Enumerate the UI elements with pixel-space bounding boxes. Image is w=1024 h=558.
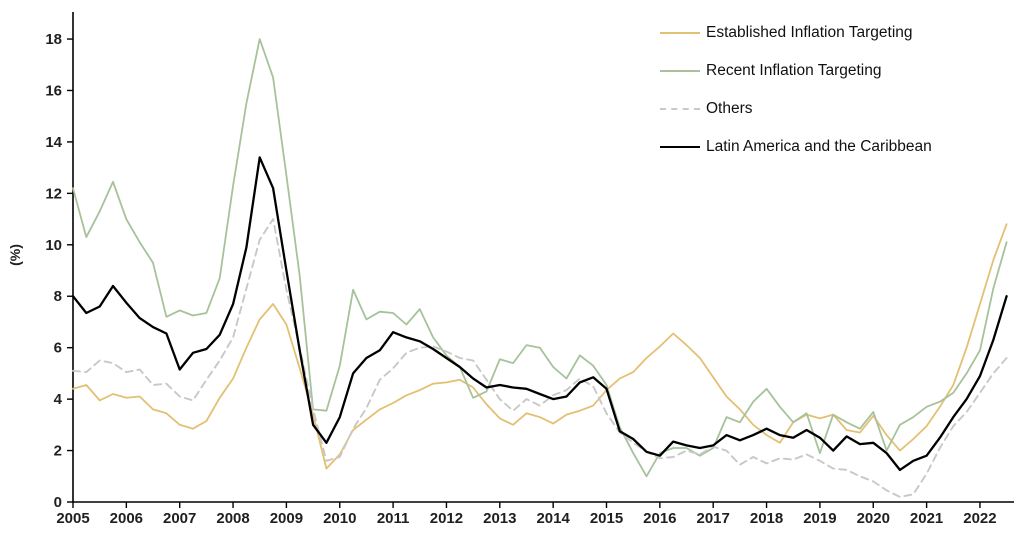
x-tick-label: 2006: [110, 510, 143, 527]
legend-item-others: Others: [660, 90, 932, 128]
x-tick-label: 2021: [910, 510, 943, 527]
x-tick-label: 2019: [803, 510, 836, 527]
legend-item-latin-america-caribbean: Latin America and the Caribbean: [660, 128, 932, 166]
series-line-established-inflation-targeting: [72, 223, 1008, 470]
x-tick-label: 2012: [430, 510, 463, 527]
y-tick-label: 8: [54, 288, 62, 305]
x-tick-label: 2013: [483, 510, 516, 527]
legend-swatch-recent-inflation-targeting: [660, 70, 700, 72]
legend-item-recent-inflation-targeting: Recent Inflation Targeting: [660, 52, 932, 90]
legend-swatch-latin-america-caribbean: [660, 146, 700, 148]
x-tick-label: 2020: [857, 510, 890, 527]
y-tick-label: 0: [54, 494, 62, 511]
x-tick-label: 2005: [56, 510, 89, 527]
series-line-latin-america-and-the-caribbean: [71, 156, 1008, 472]
legend-label-latin-america-caribbean: Latin America and the Caribbean: [706, 138, 932, 155]
series-line-others: [72, 218, 1008, 498]
x-tick-label: 2009: [270, 510, 303, 527]
legend-label-recent-inflation-targeting: Recent Inflation Targeting: [706, 62, 882, 79]
y-axis-title: (%): [7, 244, 23, 266]
series-line-recent-inflation-targeting: [72, 38, 1008, 478]
x-tick-label: 2010: [323, 510, 356, 527]
x-tick-label: 2017: [697, 510, 730, 527]
legend-item-established-inflation-targeting: Established Inflation Targeting: [660, 14, 932, 52]
x-tick-label: 2018: [750, 510, 783, 527]
x-tick-label: 2011: [377, 510, 410, 527]
y-tick-label: 14: [45, 134, 62, 151]
legend-label-others: Others: [706, 100, 753, 117]
x-tick-label: 2022: [963, 510, 996, 527]
y-tick-label: 12: [45, 185, 62, 202]
x-tick-label: 2015: [590, 510, 623, 527]
legend-swatch-others: [660, 108, 700, 110]
x-tick-label: 2014: [536, 510, 570, 527]
y-tick-label: 18: [45, 31, 62, 48]
y-tick-label: 6: [54, 340, 62, 357]
chart-legend: Established Inflation Targeting Recent I…: [660, 14, 932, 166]
x-tick-label: 2007: [163, 510, 196, 527]
y-tick-label: 10: [45, 237, 62, 254]
y-tick-label: 4: [54, 391, 63, 408]
legend-swatch-established-inflation-targeting: [660, 32, 700, 34]
x-tick-label: 2008: [216, 510, 249, 527]
legend-label-established-inflation-targeting: Established Inflation Targeting: [706, 24, 913, 41]
y-tick-label: 2: [54, 443, 62, 460]
y-tick-label: 16: [45, 82, 62, 99]
x-tick-label: 2016: [643, 510, 676, 527]
